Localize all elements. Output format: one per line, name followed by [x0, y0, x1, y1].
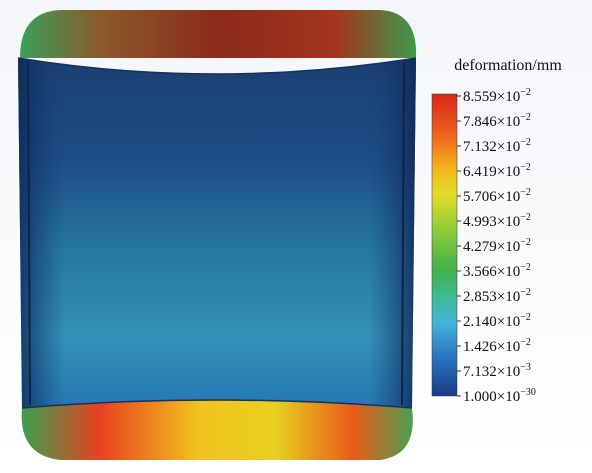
label-exponent: −2	[520, 262, 531, 273]
label-base: 4.279×10	[463, 239, 520, 255]
label-base: 3.566×10	[463, 264, 520, 280]
label-exponent: −2	[520, 137, 531, 148]
label-exponent: −2	[520, 287, 531, 298]
bottom-rim	[22, 400, 413, 460]
label-base: 7.846×10	[463, 114, 520, 130]
deformation-model	[18, 10, 416, 460]
label-exponent: −2	[520, 87, 531, 98]
legend-title: deformation/mm	[454, 57, 562, 74]
label-base: 7.132×10	[463, 139, 520, 155]
top-rim	[20, 10, 416, 58]
label-base: 6.419×10	[463, 164, 520, 180]
label-exponent: −2	[520, 187, 531, 198]
label-exponent: −2	[520, 162, 531, 173]
colorbar	[432, 94, 457, 396]
label-base: 8.559×10	[463, 89, 520, 105]
label-exponent: −2	[520, 312, 531, 323]
label-base: 1.000×10	[463, 389, 520, 405]
label-base: 4.993×10	[463, 214, 520, 230]
label-exponent: −2	[520, 212, 531, 223]
label-base: 1.426×10	[463, 339, 520, 355]
label-exponent: −2	[520, 237, 531, 248]
label-base: 2.853×10	[463, 289, 520, 305]
label-exponent: −30	[520, 387, 536, 398]
label-exponent: −2	[520, 112, 531, 123]
body-shade	[18, 58, 416, 408]
label-exponent: −3	[520, 362, 531, 373]
label-base: 5.706×10	[463, 189, 520, 205]
screenshot: deformation/mm 8.559×10−27.846×10−27.132…	[0, 0, 592, 468]
label-base: 7.132×10	[463, 364, 520, 380]
label-exponent: −2	[520, 337, 531, 348]
label-base: 2.140×10	[463, 314, 520, 330]
